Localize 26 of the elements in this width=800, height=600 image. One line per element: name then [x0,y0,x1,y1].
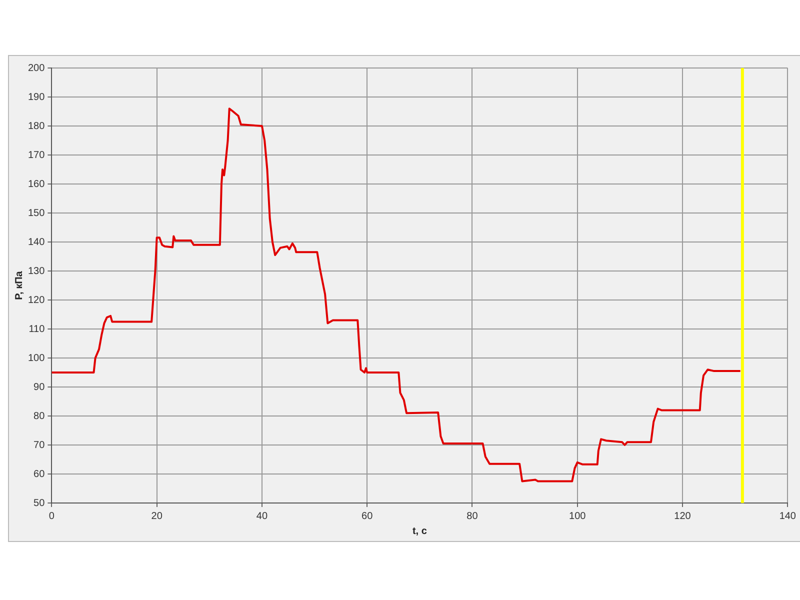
x-tick-label: 40 [256,510,268,522]
x-tick-label: 60 [362,510,374,522]
y-tick-label: 130 [28,266,46,277]
x-tick-label: 20 [151,510,163,522]
y-tick-label: 190 [28,92,46,103]
y-tick-label: 80 [34,410,46,422]
y-tick-label: 150 [28,208,46,219]
y-tick-label: 70 [34,440,46,451]
y-axis-title: P, кПа [14,270,25,300]
y-tick-label: 200 [28,62,46,74]
x-axis-title: t, с [412,526,428,537]
x-tick-label: 120 [674,510,692,522]
y-tick-label: 90 [34,382,46,393]
y-tick-label: 180 [28,120,46,132]
y-tick-label: 100 [28,352,46,364]
y-tick-label: 160 [28,178,46,190]
y-tick-label: 60 [34,468,46,480]
x-tick-label: 140 [779,510,796,522]
y-tick-label: 140 [28,236,46,248]
y-tick-label: 120 [28,294,46,306]
x-tick-label: 0 [48,510,55,522]
y-tick-label: 110 [28,324,46,335]
x-tick-label: 80 [466,510,478,522]
y-tick-label: 170 [28,150,46,161]
y-tick-label: 50 [34,498,46,509]
x-tick-label: 100 [569,510,586,522]
